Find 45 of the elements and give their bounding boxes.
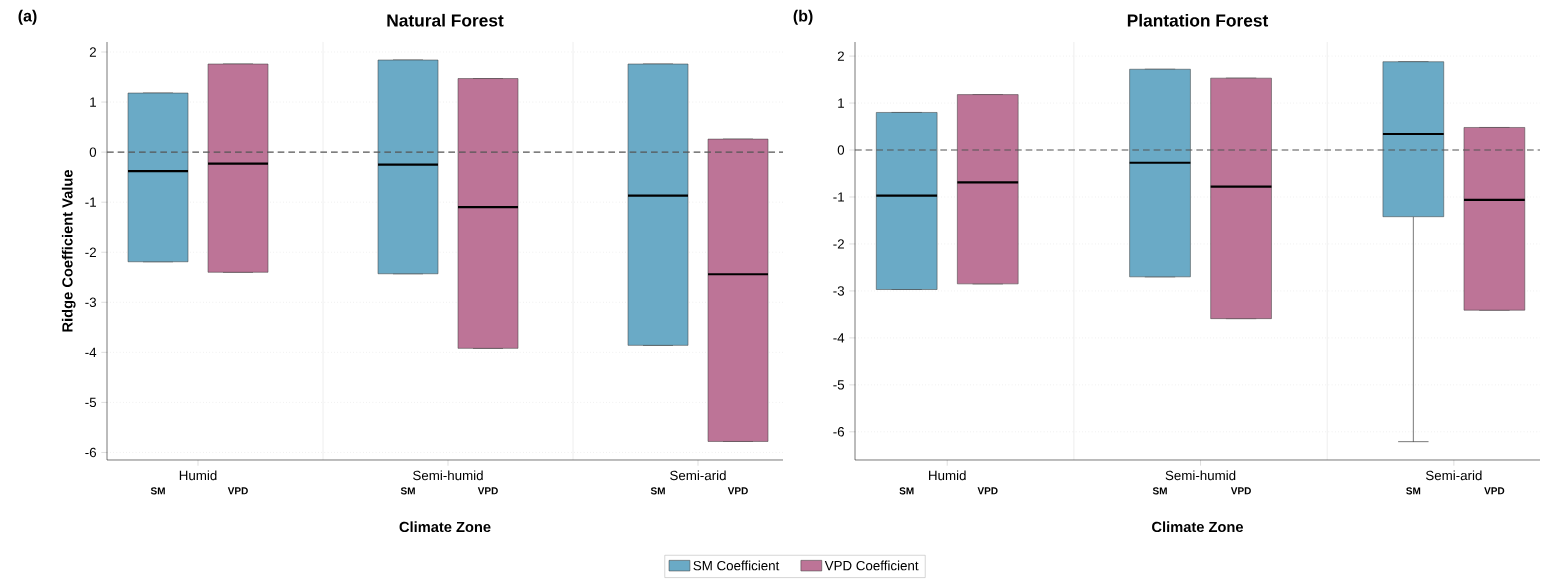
text: (a) <box>18 9 37 25</box>
text: SM <box>650 487 665 495</box>
x-tick-label: Semi-humid <box>413 470 483 481</box>
y-tick-label: -3 <box>85 297 97 308</box>
text: VPD <box>477 487 498 495</box>
x-tick-label: Humid <box>179 470 217 481</box>
y-tick-label: -1 <box>833 192 844 202</box>
text: SM <box>150 487 165 495</box>
text: VPD <box>977 487 998 495</box>
y-tick-label: 1 <box>90 97 96 107</box>
text: SM <box>400 487 415 495</box>
y-tick-label: -5 <box>833 380 845 390</box>
x-tick-label: Humid <box>929 470 966 481</box>
legend-label: SM Coefficient <box>693 560 780 571</box>
x-tick-label: Semi-arid <box>670 470 726 481</box>
y-tick-label: -2 <box>833 239 844 249</box>
text: VPD <box>727 487 748 495</box>
chart-title: Plantation Forest <box>1127 13 1269 27</box>
x-axis-title: Climate Zone <box>1152 521 1244 533</box>
x-tick-label: Semi-humid <box>1165 470 1236 481</box>
y-tick-label: -6 <box>85 447 97 458</box>
y-tick-label: -5 <box>85 397 97 408</box>
text: SM <box>1152 487 1167 495</box>
y-tick-label: 1 <box>838 98 844 108</box>
y-tick-label: 2 <box>837 51 844 61</box>
chart-title: Natural Forest <box>387 13 504 27</box>
text: VPD <box>1484 487 1505 495</box>
text: (b) <box>793 9 813 25</box>
y-tick-label: 0 <box>89 147 97 157</box>
text: SM <box>1406 487 1421 495</box>
text: VPD <box>227 487 248 495</box>
text: VPD <box>1230 487 1251 495</box>
y-tick-label: -3 <box>833 286 845 296</box>
y-tick-label: -4 <box>85 347 97 357</box>
legend-label: VPD Coefficient <box>824 560 919 571</box>
x-axis-title: Climate Zone <box>399 521 491 533</box>
text: SM <box>899 487 914 495</box>
y-axis-title: Ridge Coefficient Value <box>61 169 76 332</box>
y-tick-label: 0 <box>837 145 845 155</box>
y-tick-label: -1 <box>85 197 96 207</box>
y-tick-label: -2 <box>85 247 96 257</box>
y-tick-label: -4 <box>833 333 845 343</box>
y-tick-label: 2 <box>89 47 96 57</box>
y-tick-label: -6 <box>833 427 845 437</box>
x-tick-label: Semi-arid <box>1425 470 1482 481</box>
